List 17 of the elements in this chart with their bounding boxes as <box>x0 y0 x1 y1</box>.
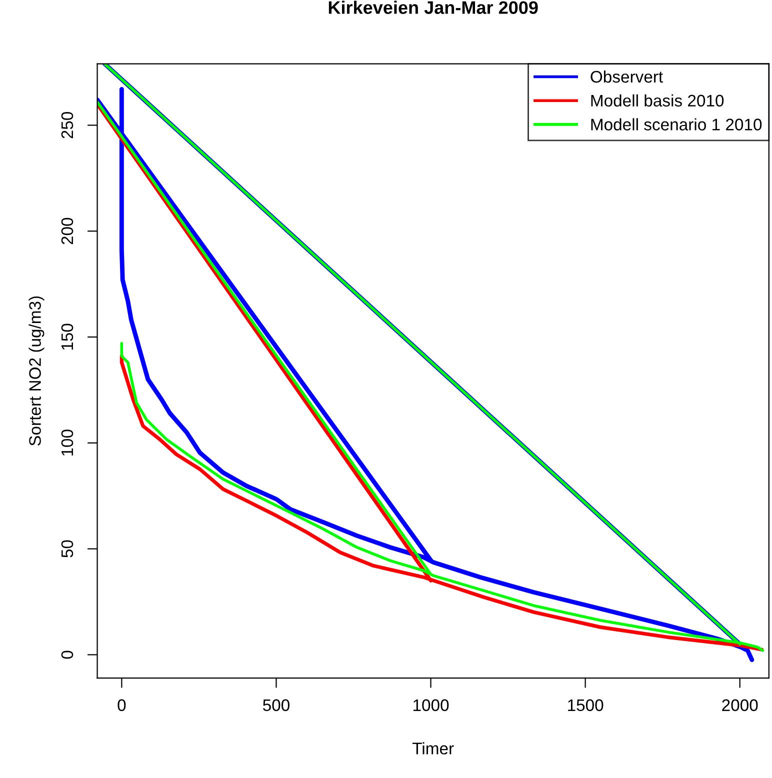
y-tick-label: 50 <box>61 540 74 558</box>
x-tick-label: 0 <box>118 699 126 712</box>
y-axis-title: Sortert NO2 (ug/m3) <box>28 296 44 446</box>
y-tick-label: 100 <box>61 430 74 456</box>
x-axis-title: Timer <box>412 742 454 754</box>
y-tick-label: 150 <box>61 324 74 350</box>
x-tick-label: 2000 <box>722 699 758 712</box>
x-tick-label: 500 <box>262 699 290 712</box>
y-tick-label: 250 <box>61 112 74 138</box>
legend-label: Observert <box>590 70 663 83</box>
y-tick-label: 200 <box>61 218 74 244</box>
legend-label: Modell scenario 1 2010 <box>591 118 762 130</box>
legend-label: Modell basis 2010 <box>591 94 724 107</box>
x-tick-label: 1500 <box>568 699 604 712</box>
x-tick-label: 1000 <box>414 699 449 712</box>
y-tick-label: 0 <box>61 650 74 659</box>
chart-title: Kirkeveien Jan-Mar 2009 <box>328 0 538 14</box>
